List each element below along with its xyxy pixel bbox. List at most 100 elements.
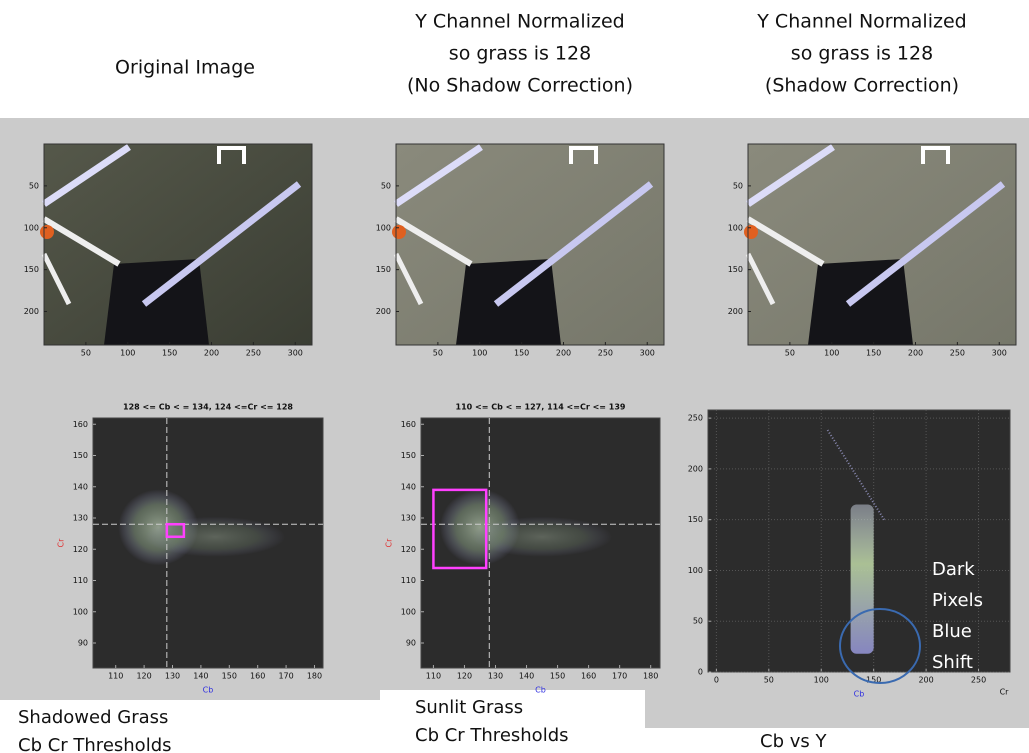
x-tick-label: 160 bbox=[581, 672, 596, 681]
x-tick-label: 140 bbox=[519, 672, 534, 681]
y-tick-label: 50 bbox=[381, 181, 391, 190]
caption: Cb vs Y bbox=[760, 731, 827, 752]
camera-image bbox=[392, 144, 664, 345]
plot-title: 110 <= Cb < = 127, 114 <=Cr <= 139 bbox=[456, 403, 626, 412]
y-tick-label: 200 bbox=[688, 464, 703, 473]
caption: Cb Cr Thresholds bbox=[18, 735, 172, 753]
ball bbox=[40, 225, 54, 239]
column-title: (Shadow Correction) bbox=[765, 75, 959, 97]
x-tick-label: 180 bbox=[643, 672, 658, 681]
x-tick-label: 250 bbox=[246, 349, 261, 358]
y-tick-label: 150 bbox=[728, 265, 743, 274]
annotation: Dark bbox=[932, 559, 975, 580]
x-tick-label: 160 bbox=[250, 672, 265, 681]
ball bbox=[392, 225, 406, 239]
x-tick-label: 100 bbox=[120, 349, 135, 358]
y-tick-label: 150 bbox=[688, 515, 703, 524]
y-tick-label: 110 bbox=[73, 576, 88, 585]
caption: Sunlit Grass bbox=[415, 697, 523, 718]
y-tick-label: 90 bbox=[406, 639, 416, 648]
x-tick-label: 100 bbox=[814, 676, 829, 685]
slide: Original Image Y Channel Normalized so gra… bbox=[0, 0, 1029, 753]
x-tick-label: 150 bbox=[866, 349, 881, 358]
x-tick-label: 200 bbox=[204, 349, 219, 358]
y-tick-label: 130 bbox=[401, 514, 416, 523]
column-title: (No Shadow Correction) bbox=[407, 75, 633, 97]
y-tick-label: 200 bbox=[24, 307, 39, 316]
y-tick-label: 120 bbox=[73, 545, 88, 554]
x-tick-label: 100 bbox=[472, 349, 487, 358]
caption: Shadowed Grass bbox=[18, 707, 168, 728]
y-tick-label: 110 bbox=[401, 576, 416, 585]
ball bbox=[744, 225, 758, 239]
column-title: Y Channel Normalized bbox=[414, 11, 624, 33]
x-tick-label: 50 bbox=[433, 349, 443, 358]
x-tick-label: 170 bbox=[612, 672, 627, 681]
column-title: Original Image bbox=[115, 57, 255, 79]
x-tick-label: 50 bbox=[81, 349, 91, 358]
y-tick-label: 250 bbox=[688, 414, 703, 423]
y-tick-label: 140 bbox=[73, 482, 88, 491]
y-tick-label: 150 bbox=[24, 265, 39, 274]
x-tick-label: 120 bbox=[136, 672, 151, 681]
y-axis-label: Cr bbox=[385, 538, 394, 548]
y-tick-label: 50 bbox=[693, 617, 703, 626]
x-tick-label: 250 bbox=[598, 349, 613, 358]
plot-title: 128 <= Cb < = 134, 124 <=Cr <= 128 bbox=[123, 403, 293, 412]
x-tick-label: 150 bbox=[162, 349, 177, 358]
x-tick-label: 150 bbox=[550, 672, 565, 681]
point-cloud bbox=[472, 517, 612, 557]
y-tick-label: 120 bbox=[401, 545, 416, 554]
x-tick-label: 120 bbox=[457, 672, 472, 681]
x-tick-label: 130 bbox=[488, 672, 503, 681]
annotation: Shift bbox=[932, 652, 973, 673]
y-tick-label: 160 bbox=[401, 420, 416, 429]
y-tick-label: 90 bbox=[78, 639, 88, 648]
shadow bbox=[808, 259, 913, 345]
y-tick-label: 150 bbox=[73, 451, 88, 460]
x-tick-label: 170 bbox=[278, 672, 293, 681]
camera-image bbox=[40, 144, 312, 345]
y-tick-label: 100 bbox=[73, 607, 88, 616]
x-tick-label: 50 bbox=[785, 349, 795, 358]
x-tick-label: 150 bbox=[514, 349, 529, 358]
x-tick-label: 300 bbox=[640, 349, 655, 358]
x-axis-label: Cb bbox=[535, 686, 546, 695]
y-tick-label: 150 bbox=[401, 451, 416, 460]
x-tick-label: 110 bbox=[426, 672, 441, 681]
y-tick-label: 200 bbox=[728, 307, 743, 316]
x-tick-label: 150 bbox=[222, 672, 237, 681]
y-tick-label: 100 bbox=[24, 223, 39, 232]
caption-background bbox=[645, 728, 1029, 753]
column-title: so grass is 128 bbox=[449, 43, 591, 65]
caption: Cb Cr Thresholds bbox=[415, 725, 569, 746]
y-tick-label: 0 bbox=[698, 668, 703, 677]
y-axis-label: Cr bbox=[57, 538, 66, 548]
x-tick-label: 100 bbox=[824, 349, 839, 358]
annotation: Pixels bbox=[932, 590, 983, 611]
y-tick-label: 130 bbox=[73, 514, 88, 523]
y-tick-label: 140 bbox=[401, 482, 416, 491]
column-title: so grass is 128 bbox=[791, 43, 933, 65]
x-tick-label: 0 bbox=[714, 676, 719, 685]
y-tick-label: 100 bbox=[376, 223, 391, 232]
y-tick-label: 50 bbox=[733, 181, 743, 190]
shadow bbox=[104, 259, 209, 345]
x-tick-label: 300 bbox=[288, 349, 303, 358]
shadow bbox=[456, 259, 561, 345]
x-tick-label: 200 bbox=[556, 349, 571, 358]
x-tick-label: 250 bbox=[950, 349, 965, 358]
x-axis-label: Cb bbox=[203, 686, 214, 695]
y-tick-label: 100 bbox=[688, 566, 703, 575]
column-title: Y Channel Normalized bbox=[756, 11, 966, 33]
x-tick-label: 300 bbox=[992, 349, 1007, 358]
point-cloud bbox=[851, 504, 874, 653]
x-tick-label: 200 bbox=[908, 349, 923, 358]
y-tick-label: 100 bbox=[728, 223, 743, 232]
y-tick-label: 100 bbox=[401, 607, 416, 616]
x-tick-label: 110 bbox=[108, 672, 123, 681]
x-tick-label: 140 bbox=[193, 672, 208, 681]
y-axis-label: Cr bbox=[1000, 688, 1010, 697]
x-tick-label: 200 bbox=[918, 676, 933, 685]
figure: Original Image Y Channel Normalized so gra… bbox=[0, 0, 1029, 753]
